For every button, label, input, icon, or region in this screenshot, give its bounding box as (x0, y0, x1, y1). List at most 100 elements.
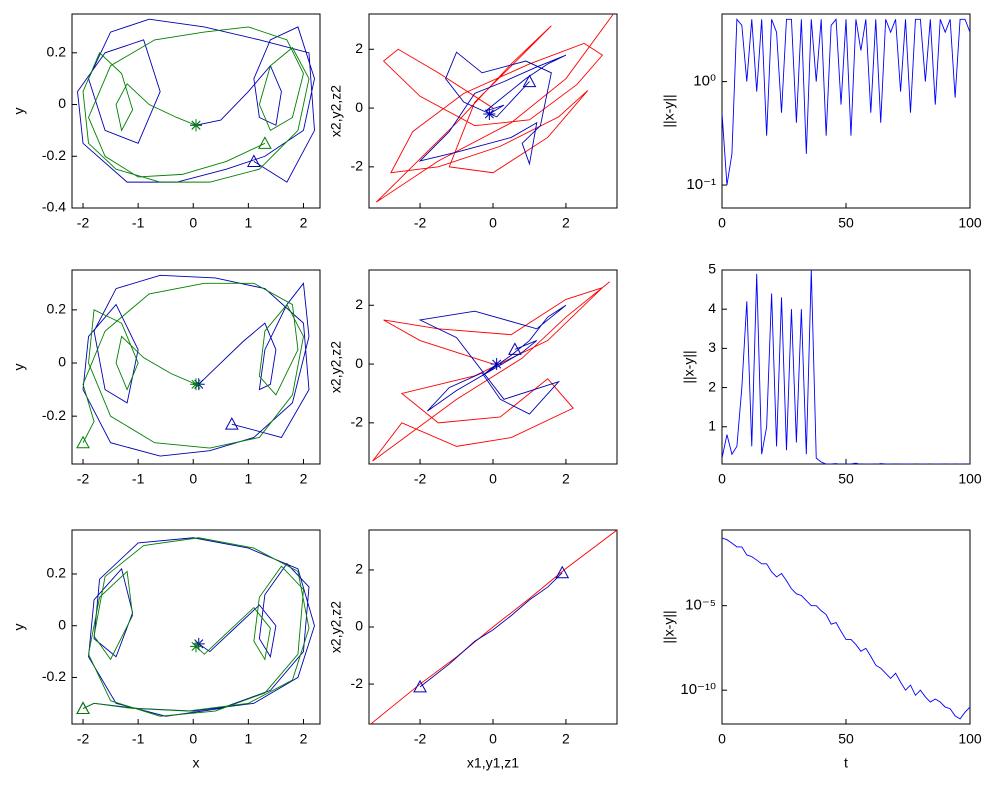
y-tick-label: -2 (351, 414, 364, 430)
plot-area (721, 529, 971, 725)
plot-area (721, 13, 971, 209)
y-tick-label: 4 (708, 300, 716, 316)
x-tick-label: -2 (77, 215, 90, 231)
axes: -2 -1 0 1 2 -0.2 0 0.2 x y (11, 529, 321, 771)
y-axis-label: x2,y2,z2 (328, 341, 344, 393)
y-tick-label: 10⁰ (693, 73, 716, 90)
series-line (77, 18, 315, 183)
y-axis-label: y (11, 108, 27, 115)
x-tick-label: 50 (838, 215, 854, 231)
series-line (722, 270, 970, 464)
y-axis-label: ||x-y|| (661, 94, 677, 127)
series-line (418, 304, 567, 415)
x-tick-label: 0 (489, 731, 497, 747)
axes: -2 0 2 -2 0 2 x2,y2,z2 (328, 269, 618, 487)
x-tick-label: -2 (414, 471, 427, 487)
series-line (372, 281, 610, 462)
end-marker (76, 701, 90, 714)
end-marker (258, 136, 272, 149)
series-line (375, 14, 614, 203)
y-tick-label: 0.2 (47, 44, 67, 60)
y-tick-label: 2 (355, 561, 363, 577)
y-tick-label: 3 (708, 339, 716, 355)
axes: -2 0 2 -2 0 2 x2,y2,z2 (328, 13, 618, 231)
y-tick-label: 0 (355, 618, 363, 634)
series-line (722, 18, 970, 186)
x-tick-label: 2 (562, 471, 570, 487)
axes: 0 50 100 10⁻¹⁰ 10⁻⁵ t ||x-y|| (661, 529, 982, 771)
y-tick-label: -0.2 (42, 668, 66, 684)
x-tick-label: 0 (489, 215, 497, 231)
axes: 0 50 100 1 2 3 4 5 ||x-y|| (681, 261, 982, 487)
x-tick-label: 100 (958, 731, 982, 747)
x-tick-label: 100 (958, 471, 982, 487)
plot-lines (372, 281, 610, 462)
x-tick-label: 1 (244, 215, 252, 231)
x-tick-label: 50 (838, 471, 854, 487)
plot-lines (82, 537, 315, 717)
x-tick-label: 0 (718, 471, 726, 487)
plot-lines (722, 537, 970, 720)
plot-lines (722, 270, 970, 464)
end-marker (247, 154, 261, 167)
plot-area (721, 269, 971, 465)
plot-lines (370, 530, 617, 724)
x-axis-label: x (193, 755, 200, 771)
x-tick-label: -2 (414, 731, 427, 747)
y-tick-label: 0 (355, 99, 363, 115)
y-tick-label: 0.2 (47, 565, 67, 581)
plot-area (71, 13, 321, 209)
series-line (82, 537, 310, 717)
x-tick-label: 0 (718, 215, 726, 231)
end-marker (76, 435, 90, 449)
plot-area (368, 13, 618, 209)
x-axis-label: x1,y1,z1 (467, 755, 519, 771)
x-tick-label: 100 (958, 215, 982, 231)
y-tick-label: 2 (708, 378, 716, 394)
start-marker (490, 358, 503, 371)
y-tick-label: 2 (355, 40, 363, 56)
x-tick-label: -1 (132, 731, 145, 747)
x-tick-label: 1 (244, 471, 252, 487)
start-marker (483, 107, 496, 120)
y-tick-label: -0.2 (42, 147, 66, 163)
y-axis-label: x2,y2,z2 (328, 601, 344, 653)
axes: -2 0 2 -2 0 2 x1,y1,z1 x2,y2,z2 (328, 529, 618, 771)
y-tick-label: 2 (355, 296, 363, 312)
y-axis-label: ||x-y|| (681, 350, 697, 383)
start-marker (190, 378, 202, 391)
x-tick-label: 0 (189, 215, 197, 231)
y-axis-label: x2,y2,z2 (328, 85, 344, 137)
y-tick-label: -0.4 (42, 199, 66, 215)
y-tick-label: -2 (351, 158, 364, 174)
x-tick-label: 2 (300, 731, 308, 747)
axes: -2 -1 0 1 2 -0.4 -0.2 0 0.2 y (11, 13, 321, 231)
y-axis-label: ||x-y|| (661, 610, 677, 643)
x-tick-label: -2 (414, 215, 427, 231)
y-tick-label: 5 (708, 261, 716, 277)
series-line (419, 572, 563, 688)
x-tick-label: 0 (718, 731, 726, 747)
x-axis-label: t (844, 755, 848, 771)
y-tick-label: -2 (351, 675, 364, 691)
end-marker (522, 74, 537, 88)
x-tick-label: 2 (562, 731, 570, 747)
x-tick-label: 2 (300, 215, 308, 231)
series-line (370, 530, 617, 724)
y-tick-label: -0.2 (42, 407, 66, 423)
y-tick-label: 0 (58, 354, 66, 370)
y-tick-label: 0.2 (47, 301, 67, 317)
y-axis-label: y (11, 364, 27, 371)
y-axis-label: y (11, 624, 27, 631)
y-tick-label: 0 (355, 355, 363, 371)
x-tick-label: -2 (77, 731, 90, 747)
series-line (82, 282, 304, 449)
end-marker (555, 565, 570, 579)
x-tick-label: 50 (838, 731, 854, 747)
x-tick-label: -2 (77, 471, 90, 487)
y-tick-label: 0 (58, 616, 66, 632)
x-tick-label: 0 (189, 471, 197, 487)
x-tick-label: -1 (132, 215, 145, 231)
x-tick-label: 0 (489, 471, 497, 487)
y-tick-label: 10⁻⁵ (685, 597, 716, 614)
